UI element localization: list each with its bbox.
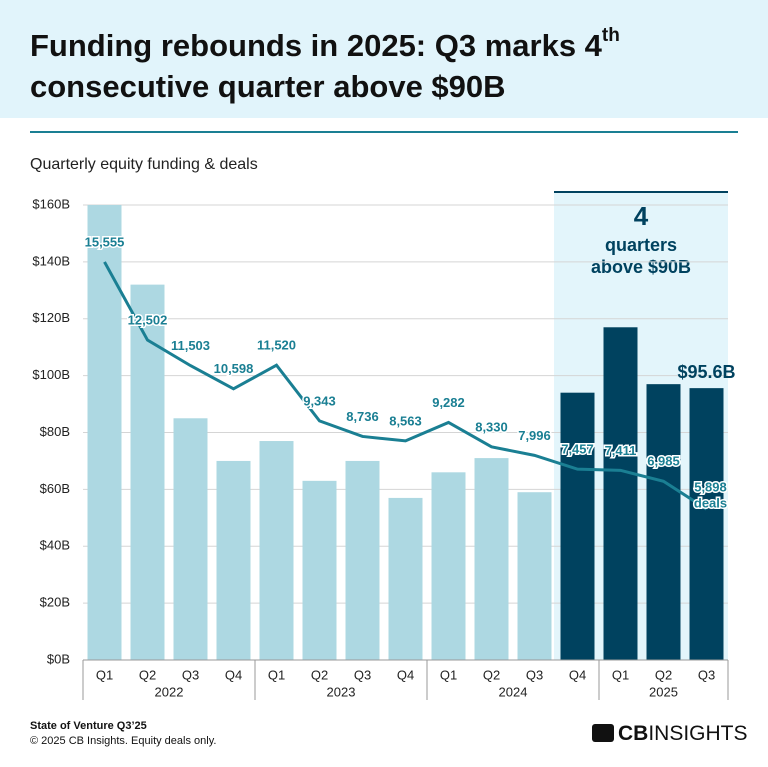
x-tick-label: Q1	[440, 667, 457, 682]
x-tick-label: Q2	[311, 667, 328, 682]
deal-label: 11,503	[171, 338, 210, 353]
bar	[87, 205, 122, 660]
deal-label: 12,502	[128, 313, 168, 328]
bar	[216, 460, 251, 660]
bar	[259, 441, 294, 660]
bar	[560, 392, 595, 660]
deal-label: 9,282	[432, 395, 465, 410]
y-tick-label: $40B	[40, 538, 70, 553]
deals-line	[103, 261, 708, 511]
bar	[431, 472, 466, 660]
x-tick-label: Q3	[182, 667, 199, 682]
bar	[474, 458, 509, 660]
logo: CBINSIGHTS	[618, 722, 748, 745]
note: © 2025 CB Insights. Equity deals only.	[30, 735, 216, 747]
bar	[646, 384, 681, 660]
bar	[603, 327, 638, 660]
subtitle: Quarterly equity funding & deals	[30, 156, 258, 173]
bar	[689, 388, 724, 660]
deal-label: 8,736	[346, 409, 379, 424]
x-group-label: 2025	[649, 684, 678, 699]
x-tick-label: Q1	[612, 667, 629, 682]
bar	[302, 480, 337, 660]
bar	[388, 497, 423, 660]
y-tick-label: $160B	[32, 196, 70, 211]
bar	[517, 492, 552, 660]
x-group-label: 2022	[155, 684, 184, 699]
x-tick-label: Q2	[655, 667, 672, 682]
x-tick-label: Q3	[354, 667, 371, 682]
bar-value-label: $95.6B	[677, 362, 735, 382]
y-tick-label: $140B	[32, 253, 70, 268]
deal-label: 15,555	[85, 234, 125, 249]
y-tick-label: $80B	[40, 424, 70, 439]
x-tick-label: Q1	[268, 667, 285, 682]
chart-title-line2: consecutive quarter above $90B	[30, 69, 506, 104]
y-tick-label: $120B	[32, 310, 70, 325]
x-tick-label: Q1	[96, 667, 113, 682]
y-tick-label: $60B	[40, 481, 70, 496]
highlight-number: 4	[634, 201, 649, 231]
highlight-text: quarters	[605, 235, 677, 255]
deal-label: 7,457	[561, 442, 594, 457]
x-tick-label: Q3	[698, 667, 715, 682]
x-group-label: 2024	[499, 684, 528, 699]
x-tick-label: Q3	[526, 667, 543, 682]
bar	[173, 418, 208, 660]
deal-label: 11,520	[257, 338, 296, 353]
x-tick-label: Q2	[483, 667, 500, 682]
chart-title: Funding rebounds in 2025: Q3 marks 4th	[30, 25, 620, 63]
y-tick-label: $0B	[47, 651, 70, 666]
x-tick-label: Q4	[225, 667, 242, 682]
deal-label: 7,411	[605, 443, 637, 458]
x-tick-label: Q4	[569, 667, 586, 682]
deal-label: 10,598	[214, 361, 254, 376]
x-tick-label: Q4	[397, 667, 414, 682]
header-bg	[0, 0, 768, 118]
highlight-text: above $90B	[591, 257, 691, 277]
deal-label: 8,330	[475, 419, 508, 434]
logo-icon	[592, 724, 614, 742]
x-group-label: 2023	[327, 684, 356, 699]
x-tick-label: Q2	[139, 667, 156, 682]
y-tick-label: $100B	[32, 367, 70, 382]
series-name: deals	[694, 496, 727, 511]
source: State of Venture Q3’25	[30, 720, 147, 732]
deal-label: 7,996	[518, 428, 551, 443]
deal-label: 8,563	[389, 413, 422, 428]
y-tick-label: $20B	[40, 595, 70, 610]
deal-label: 5,898	[694, 480, 727, 495]
deal-label: 6,985	[647, 454, 680, 469]
deal-label: 9,343	[303, 393, 336, 408]
bar	[345, 460, 380, 660]
